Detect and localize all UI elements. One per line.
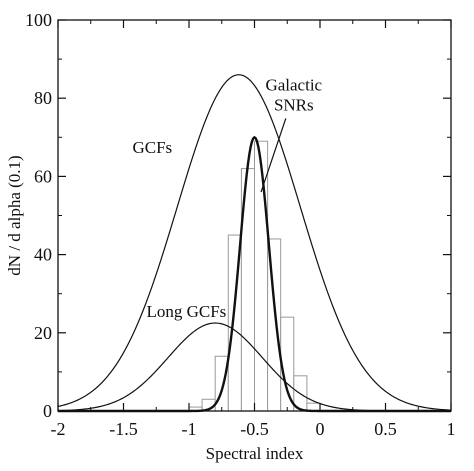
x-tick-label: -1.5 [109, 419, 138, 439]
curve-gcfs [57, 74, 452, 411]
annotation-galactic-snrs: Galactic SNRs [265, 75, 322, 114]
y-tick-label: 0 [43, 401, 52, 421]
y-tick-label: 60 [34, 166, 52, 186]
y-tick-label: 80 [34, 88, 52, 108]
annotation-line: Galactic [265, 75, 322, 94]
x-tick-label: -2 [51, 419, 66, 439]
x-tick-label: 0.5 [374, 419, 397, 439]
x-tick-label: -0.5 [240, 419, 269, 439]
histogram-bar-5 [254, 140, 269, 412]
annotations: GCFs Long GCFs Galactic SNRs [132, 75, 322, 321]
annotation-pointer-line [260, 118, 287, 193]
y-tick-label: 100 [25, 10, 52, 30]
x-axis-title: Spectral index [206, 444, 304, 463]
y-tick-label: 20 [34, 323, 52, 343]
annotation-gcfs: GCFs [132, 138, 172, 157]
y-tick-label: 40 [34, 245, 52, 265]
ticks: -2 -1.5 -1 -0.5 0 0.5 1 0 20 40 60 80 100 [25, 10, 456, 439]
y-axis-title: dN / d alpha (0.1) [5, 155, 24, 275]
annotation-long-gcfs: Long GCFs [146, 302, 226, 321]
x-tick-label: 1 [447, 419, 456, 439]
histogram [188, 140, 321, 412]
x-tick-label: -1 [182, 419, 197, 439]
annotation-line: SNRs [274, 95, 314, 114]
x-tick-label: 0 [316, 419, 325, 439]
